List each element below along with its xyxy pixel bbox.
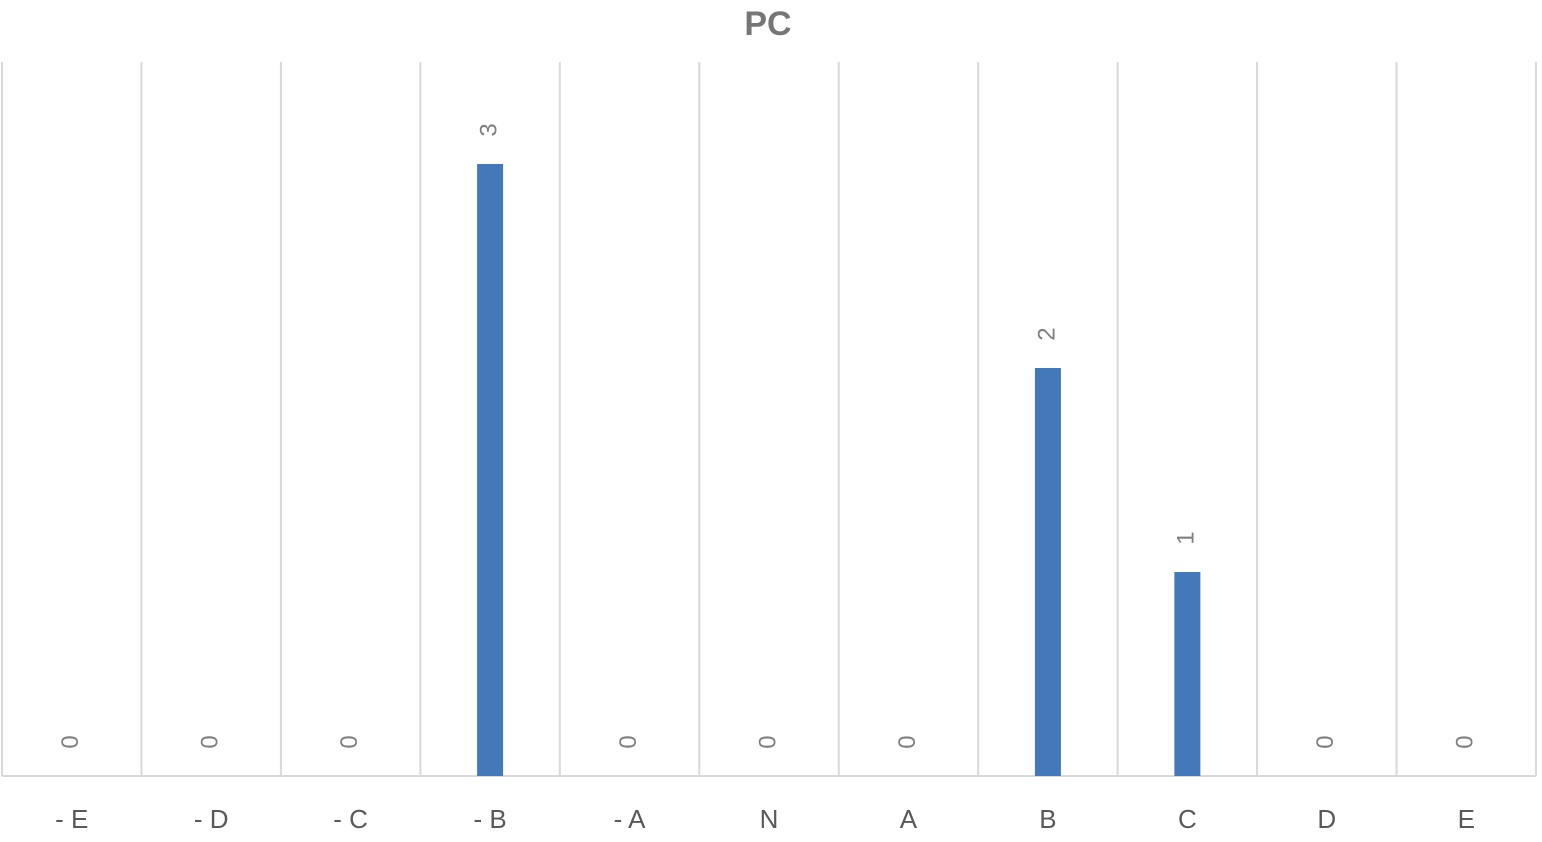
x-tick-label: - C xyxy=(333,804,368,834)
chart-title: PC xyxy=(744,5,791,43)
bar xyxy=(477,164,504,776)
x-tick-label: B xyxy=(1039,804,1056,834)
x-tick-label: C xyxy=(1178,804,1197,834)
data-label: 2 xyxy=(1033,327,1060,340)
x-tick-label: - E xyxy=(55,804,88,834)
data-label: 0 xyxy=(1452,735,1479,748)
data-label: 0 xyxy=(1312,735,1339,748)
data-label: 0 xyxy=(754,735,781,748)
x-tick-label: E xyxy=(1458,804,1475,834)
data-label: 0 xyxy=(894,735,921,748)
data-label: 0 xyxy=(336,735,363,748)
x-tick-label: N xyxy=(760,804,779,834)
bar xyxy=(1174,572,1201,776)
x-tick-label: A xyxy=(900,804,918,834)
bar xyxy=(1034,368,1061,776)
x-tick-label: - B xyxy=(473,804,506,834)
x-tick-label: - D xyxy=(194,804,229,834)
data-label: 0 xyxy=(57,735,84,748)
data-label: 3 xyxy=(475,123,502,136)
data-label: 0 xyxy=(615,735,642,748)
x-tick-label: D xyxy=(1317,804,1336,834)
data-label: 0 xyxy=(197,735,224,748)
x-tick-label: - A xyxy=(614,804,646,834)
data-label: 1 xyxy=(1173,531,1200,544)
